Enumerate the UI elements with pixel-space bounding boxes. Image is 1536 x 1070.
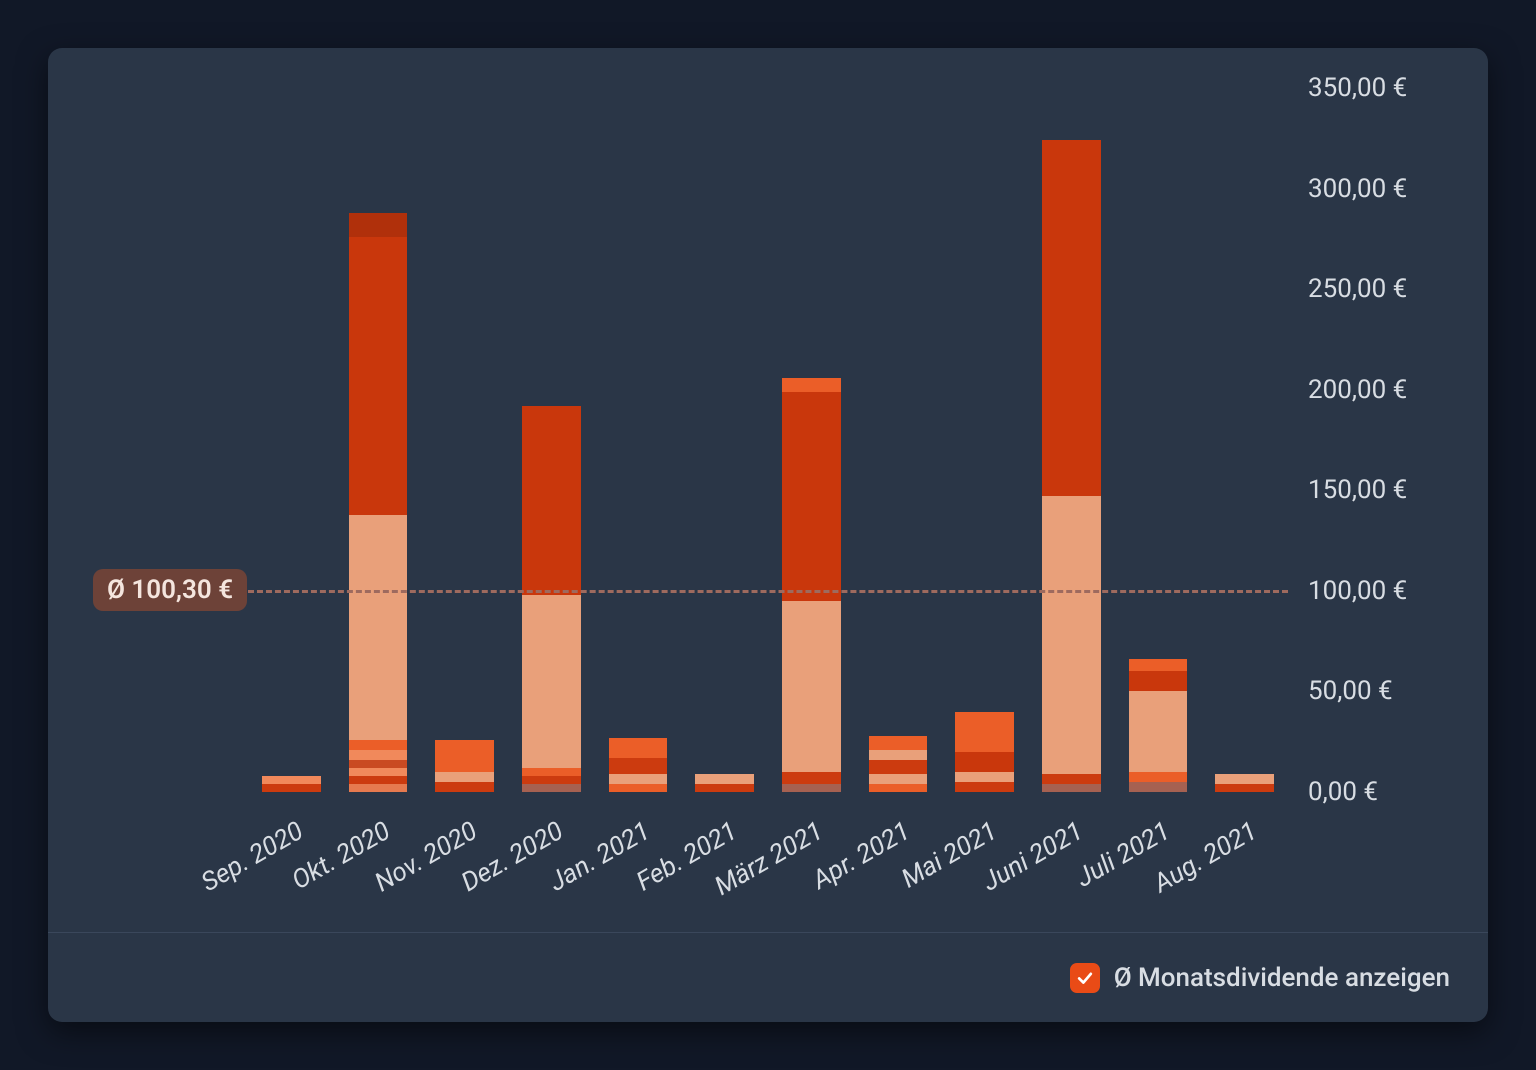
bar-column[interactable] [782, 378, 841, 792]
bar-segment [609, 774, 668, 784]
bar-segment [1129, 671, 1188, 691]
bar-segment [1129, 691, 1188, 771]
bar-column[interactable] [1129, 659, 1188, 792]
average-badge: Ø 100,30 € [93, 569, 247, 611]
bar-segment [349, 768, 408, 776]
bar-segment [955, 752, 1014, 772]
y-tick-label: 100,00 € [1308, 576, 1468, 606]
bar-segment [782, 772, 841, 784]
bar-segment [1215, 784, 1274, 792]
bar-column[interactable] [1215, 774, 1274, 792]
bar-column[interactable] [349, 213, 408, 792]
bar-segment [522, 406, 581, 595]
bar-segment [782, 784, 841, 792]
bar-column[interactable] [1042, 140, 1101, 792]
bar-segment [695, 774, 754, 784]
y-tick-label: 350,00 € [1308, 73, 1468, 103]
bar-segment [522, 768, 581, 776]
bar-segment [869, 760, 928, 774]
y-tick-label: 150,00 € [1308, 475, 1468, 505]
bar-segment [1215, 774, 1274, 784]
y-tick-label: 250,00 € [1308, 274, 1468, 304]
bar-segment [435, 782, 494, 792]
bar-segment [349, 760, 408, 768]
bar-segment [782, 378, 841, 392]
page: 0,00 € 50,00 € 100,00 € 150,00 € 200,00 € 250… [0, 0, 1536, 1070]
bar-segment [522, 784, 581, 792]
plot-area: 0,00 €50,00 €100,00 €150,00 €200,00 €250… [248, 88, 1288, 792]
show-average-label: Ø Monatsdividende anzeigen [1114, 963, 1450, 993]
y-tick-label: 200,00 € [1308, 375, 1468, 405]
y-tick-label: 300,00 € [1308, 174, 1468, 204]
average-line [248, 590, 1288, 593]
bar-segment [869, 774, 928, 784]
bar-segment [955, 772, 1014, 782]
bar-segment [609, 758, 668, 774]
show-average-checkbox[interactable] [1070, 963, 1100, 993]
bar-column[interactable] [869, 736, 928, 792]
bar-segment [349, 776, 408, 784]
bar-segment [522, 776, 581, 784]
bar-column[interactable] [695, 774, 754, 792]
bar-segment [349, 784, 408, 792]
bar-segment [435, 740, 494, 772]
bar-segment [435, 772, 494, 782]
bar-column[interactable] [609, 738, 668, 792]
bar-segment [349, 213, 408, 237]
bar-segment [869, 784, 928, 792]
bar-column[interactable] [955, 712, 1014, 792]
x-tick-label: Sep. 2020 [155, 816, 309, 922]
bar-segment [262, 784, 321, 792]
bar-segment [262, 776, 321, 784]
bar-segment [955, 782, 1014, 792]
bar-segment [1129, 772, 1188, 782]
chart-card: 0,00 € 50,00 € 100,00 € 150,00 € 200,00 € 250… [48, 48, 1488, 1022]
bar-segment [1129, 782, 1188, 792]
check-icon [1075, 968, 1095, 988]
bar-segment [349, 750, 408, 760]
chart-footer: Ø Monatsdividende anzeigen [48, 932, 1488, 1022]
bar-segment [869, 750, 928, 760]
bar-segment [609, 738, 668, 758]
bar-segment [695, 784, 754, 792]
bar-segment [349, 515, 408, 740]
y-tick-label: 50,00 € [1308, 676, 1468, 706]
bar-segment [1042, 774, 1101, 784]
bar-segment [782, 601, 841, 772]
bar-segment [349, 740, 408, 750]
chart-zone: 0,00 € 50,00 € 100,00 € 150,00 € 200,00 € 250… [48, 48, 1488, 932]
bar-segment [1042, 140, 1101, 496]
bar-segment [1042, 496, 1101, 774]
bar-column[interactable] [435, 740, 494, 792]
y-tick-label: 0,00 € [1308, 777, 1468, 807]
bar-segment [1042, 784, 1101, 792]
bar-segment [349, 237, 408, 515]
bar-segment [869, 736, 928, 750]
bar-column[interactable] [262, 776, 321, 792]
bar-segment [782, 392, 841, 601]
bar-column[interactable] [522, 406, 581, 792]
bar-segment [955, 712, 1014, 752]
bar-segment [1129, 659, 1188, 671]
bar-segment [522, 595, 581, 768]
bar-segment [609, 784, 668, 792]
